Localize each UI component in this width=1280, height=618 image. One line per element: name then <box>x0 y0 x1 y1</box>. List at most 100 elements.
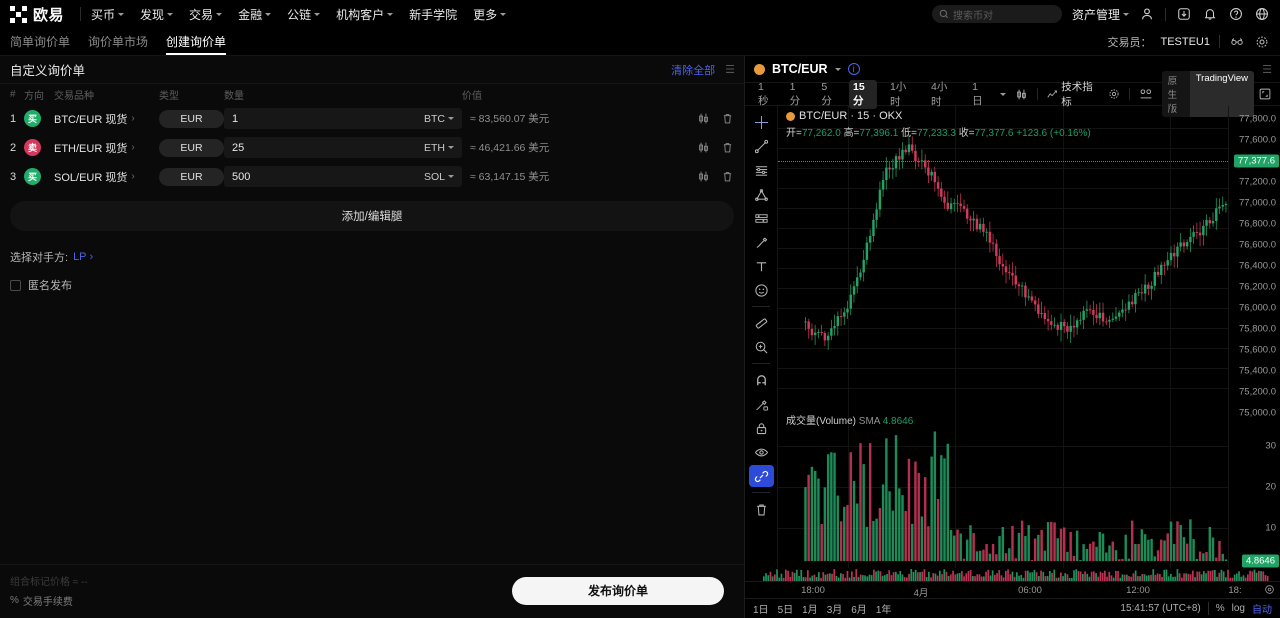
price-axis[interactable]: 77,800.0 77,600.0 77,377.6 77,200.0 77,0… <box>1228 106 1280 568</box>
timeframe-1s[interactable]: 1秒 <box>758 80 769 107</box>
range-5d[interactable]: 5日 <box>777 605 794 616</box>
trend-line-icon[interactable] <box>749 135 774 157</box>
quantity-input[interactable]: 1 BTC <box>224 108 462 129</box>
chart-overview-minimap[interactable] <box>745 568 1280 581</box>
currency-type-button[interactable]: EUR <box>159 138 224 157</box>
timezone-settings-icon[interactable] <box>1264 584 1275 595</box>
stay-in-drawing-mode-icon[interactable] <box>749 393 774 415</box>
timeframe-5m[interactable]: 5分 <box>821 80 832 107</box>
side-toggle[interactable]: 买 <box>24 168 54 185</box>
timeframe-1m[interactable]: 1分 <box>789 80 801 107</box>
nav-item-trade[interactable]: 交易 <box>189 6 223 23</box>
measure-ruler-icon[interactable] <box>749 312 774 334</box>
chevron-down-icon[interactable] <box>834 67 841 71</box>
side-toggle[interactable]: 卖 <box>24 139 54 156</box>
nav-item-more[interactable]: 更多 <box>473 6 507 23</box>
quantity-input[interactable]: 500 SOL <box>224 166 462 187</box>
tab-simple-rfq[interactable]: 简单询价单 <box>10 28 70 55</box>
range-3mo[interactable]: 3月 <box>826 605 843 616</box>
timeframe-1h[interactable]: 1小时 <box>889 81 907 108</box>
candles-icon[interactable] <box>697 170 710 183</box>
compare-icon[interactable] <box>1139 88 1153 100</box>
indicators-button[interactable]: 技术指标 <box>1047 79 1099 109</box>
range-1mo[interactable]: 1月 <box>802 605 818 616</box>
search-input[interactable]: 搜索币对 <box>931 5 1062 23</box>
panel-grip-handle[interactable]: ☰ <box>725 64 735 76</box>
timeframe-15m[interactable]: 15分 <box>849 79 877 109</box>
range-1d[interactable]: 1日 <box>753 605 769 616</box>
quantity-unit-select[interactable]: SOL <box>424 171 454 183</box>
chevron-down-icon[interactable] <box>999 92 1006 96</box>
chart-footer-right: 15:41:57 (UTC+8) % log 自动 <box>1120 601 1272 616</box>
brush-icon[interactable] <box>749 231 774 253</box>
tab-create-rfq[interactable]: 创建询价单 <box>166 28 227 55</box>
glasses-icon[interactable] <box>1229 34 1245 50</box>
instrument-selector[interactable]: BTC/EUR 现货 › <box>54 111 159 127</box>
globe-icon[interactable] <box>1254 6 1270 22</box>
currency-type-button[interactable]: EUR <box>159 167 224 186</box>
assets-management-menu[interactable]: 资产管理 <box>1072 6 1129 23</box>
instrument-selector[interactable]: SOL/EUR 现货 › <box>54 169 159 185</box>
link-sync-icon[interactable] <box>748 465 774 487</box>
timeframe-1d[interactable]: 1日 <box>972 80 983 107</box>
help-icon[interactable] <box>1228 6 1244 22</box>
chart-canvas[interactable]: BTC/EUR · 15 · OKX 开=77,262.0 高=77,396.1… <box>778 106 1228 568</box>
gear-icon[interactable] <box>1254 34 1270 50</box>
delete-row-icon[interactable] <box>721 141 734 154</box>
chart-settings-icon[interactable] <box>1108 88 1120 100</box>
emoji-icon[interactable] <box>749 279 774 301</box>
quantity-unit-select[interactable]: BTC <box>424 113 454 125</box>
range-6mo[interactable]: 6月 <box>851 605 867 616</box>
candles-icon[interactable] <box>697 112 710 125</box>
quantity-unit-select[interactable]: ETH <box>424 142 454 154</box>
hide-drawings-eye-icon[interactable] <box>749 441 774 463</box>
lock-icon[interactable] <box>749 417 774 439</box>
fullscreen-icon[interactable] <box>1259 88 1271 100</box>
quantity-input[interactable]: 25 ETH <box>224 137 462 158</box>
counterparty-selector[interactable]: LP › <box>73 251 93 263</box>
chart-panel-grip[interactable]: ☰ <box>1262 63 1272 76</box>
view-tradingview-option[interactable]: TradingView <box>1189 71 1254 117</box>
tab-rfq-market[interactable]: 询价单市场 <box>88 28 148 55</box>
user-icon[interactable] <box>1139 6 1155 22</box>
delete-row-icon[interactable] <box>721 112 734 125</box>
percent-scale-button[interactable]: % <box>1215 603 1225 614</box>
magnet-icon[interactable] <box>749 369 774 391</box>
download-icon[interactable] <box>1176 6 1192 22</box>
instrument-selector[interactable]: ETH/EUR 现货 › <box>54 140 159 156</box>
type-cell: EUR <box>159 109 224 128</box>
auto-scale-button[interactable]: 自动 <box>1252 605 1272 616</box>
okx-logo[interactable]: 欧易 <box>10 4 64 25</box>
text-icon[interactable] <box>749 255 774 277</box>
clear-all-button[interactable]: 清除全部 <box>671 64 716 77</box>
crosshair-icon[interactable] <box>749 111 774 133</box>
row-index: 2 <box>10 141 17 154</box>
anonymous-checkbox[interactable] <box>10 279 21 291</box>
horizontal-lines-icon[interactable] <box>749 159 774 181</box>
add-edit-leg-button[interactable]: 添加/编辑腿 <box>10 201 734 231</box>
nav-item-chain[interactable]: 公链 <box>287 6 321 23</box>
delete-row-icon[interactable] <box>721 170 734 183</box>
pitchfork-icon[interactable] <box>749 183 774 205</box>
publish-rfq-button[interactable]: 发布询价单 <box>512 576 724 605</box>
info-icon[interactable]: i <box>847 63 860 75</box>
side-toggle[interactable]: 买 <box>24 110 54 127</box>
nav-item-discover[interactable]: 发现 <box>140 6 174 23</box>
nav-item-institutional[interactable]: 机构客户 <box>336 6 394 23</box>
long-short-position-icon[interactable] <box>749 207 774 229</box>
timeframe-4h[interactable]: 4小时 <box>931 81 948 108</box>
counterparty-row: 选择对手方: LP › <box>0 231 744 265</box>
nav-item-buy-crypto[interactable]: 买币 <box>91 6 125 23</box>
candle-style-icon[interactable] <box>1015 88 1028 101</box>
log-scale-button[interactable]: log <box>1231 603 1245 614</box>
nav-item-finance[interactable]: 金融 <box>238 6 272 23</box>
remove-drawings-trash-icon[interactable] <box>749 498 774 520</box>
nav-item-academy[interactable]: 新手学院 <box>409 6 457 23</box>
view-native-option[interactable]: 原生版 <box>1167 76 1178 115</box>
zoom-in-icon[interactable] <box>749 336 774 358</box>
bell-icon[interactable] <box>1202 6 1218 22</box>
candles-icon[interactable] <box>697 141 710 154</box>
currency-type-button[interactable]: EUR <box>159 109 224 128</box>
range-1y[interactable]: 1年 <box>875 605 892 616</box>
time-axis[interactable]: 18:00 4月 06:00 12:00 18: <box>745 581 1280 599</box>
